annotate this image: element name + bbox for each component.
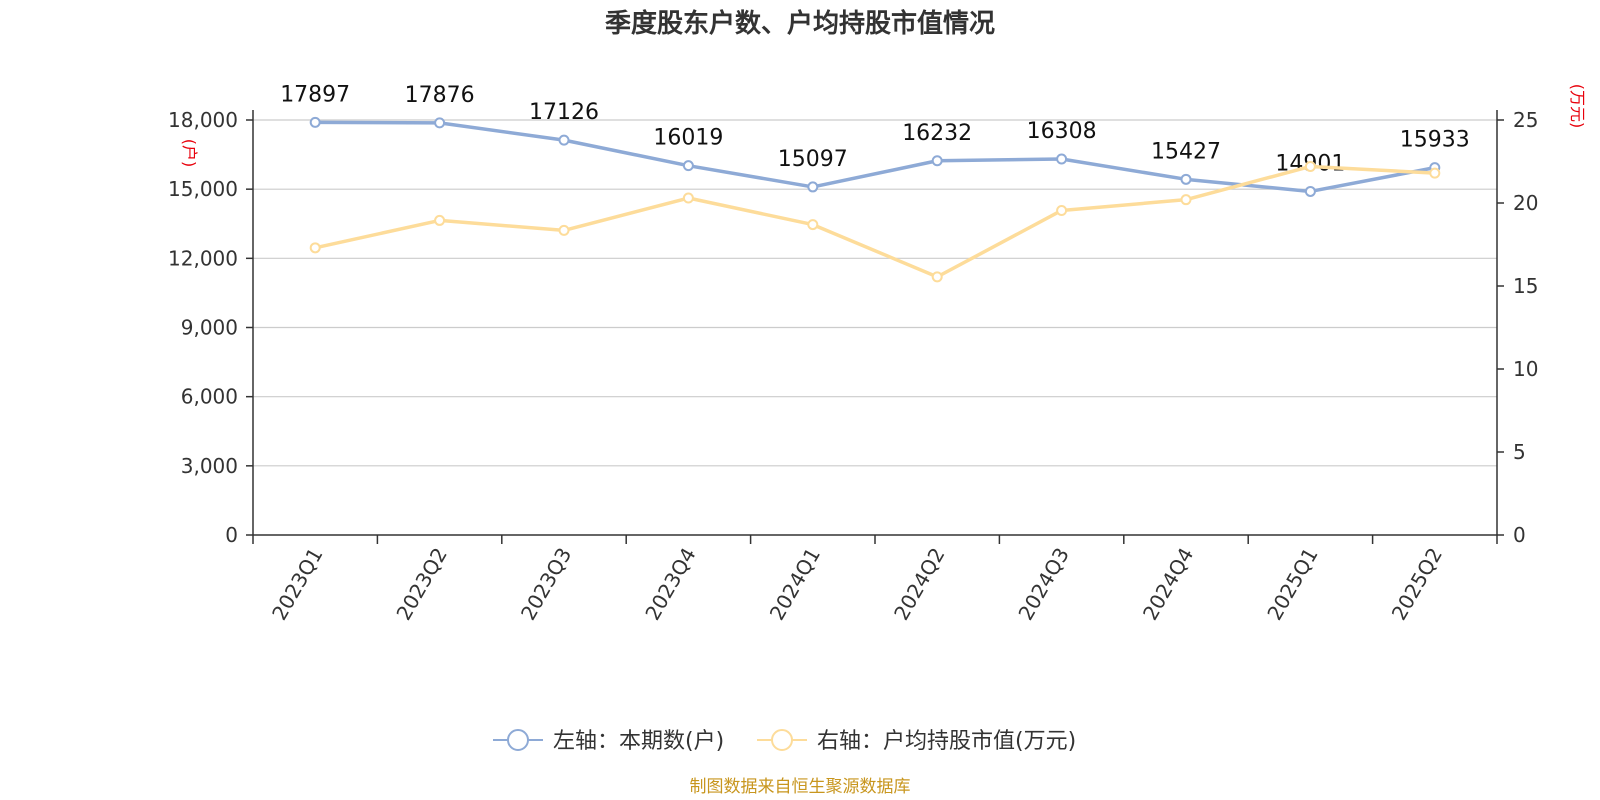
- right-axis-tick-label: 5: [1513, 440, 1526, 464]
- series-line-0: [315, 120, 1436, 194]
- legend-right-marker: [771, 729, 793, 751]
- x-axis-tick-label: 2023Q4: [640, 544, 700, 625]
- left-axis-tick-label: 15,000: [168, 177, 238, 201]
- data-point-1: [807, 219, 819, 231]
- legend-item-right[interactable]: 右轴：户均持股市值(万元): [757, 729, 1076, 754]
- x-axis-tick-label: 2024Q3: [1013, 544, 1073, 625]
- data-label: 17897: [280, 82, 350, 107]
- data-point-1: [1056, 204, 1068, 216]
- x-axis-tick-label: 2025Q1: [1262, 544, 1322, 625]
- data-point-0: [1056, 153, 1068, 165]
- legend-item-left[interactable]: 左轴：本期数(户): [493, 729, 724, 754]
- data-point-0: [1180, 173, 1192, 185]
- x-axis-tick-label: 2023Q2: [391, 544, 451, 625]
- data-point-1: [1180, 194, 1192, 206]
- left-axis-unit: (户): [180, 139, 199, 168]
- left-axis-tick-label: 18,000: [168, 108, 238, 132]
- chart-title: 季度股东户数、户均持股市值情况: [605, 8, 995, 39]
- data-point-1: [558, 224, 570, 236]
- x-axis-tick-label: 2023Q1: [267, 544, 327, 625]
- data-label: 17876: [405, 83, 475, 108]
- data-point-1: [1429, 167, 1441, 179]
- data-point-0: [807, 181, 819, 193]
- left-axis-tick-label: 9,000: [181, 316, 238, 340]
- x-axis-tick-label: 2024Q2: [889, 543, 949, 624]
- data-point-0: [558, 134, 570, 146]
- x-axis-tick-label: 2024Q1: [765, 544, 825, 625]
- gridlines: [253, 119, 1497, 467]
- legend: 左轴：本期数(户) 右轴：户均持股市值(万元): [493, 729, 1076, 754]
- right-axis-tick-label: 10: [1513, 357, 1538, 381]
- data-label: 15427: [1151, 139, 1221, 164]
- left-axis-tick-label: 12,000: [168, 246, 238, 270]
- right-axis-unit: (万元): [1568, 84, 1587, 129]
- data-point-0: [434, 117, 446, 129]
- left-axis-tick-label: 0: [225, 523, 238, 547]
- data-label: 15933: [1400, 128, 1470, 153]
- data-point-1: [1304, 160, 1316, 172]
- left-axis-tick-label: 3,000: [181, 454, 238, 478]
- data-label: 15097: [778, 147, 848, 172]
- data-label: 16232: [902, 121, 972, 146]
- data-point-0: [1304, 185, 1316, 197]
- x-axis-tick-label: 2024Q4: [1138, 544, 1198, 625]
- right-axis-tick-label: 20: [1513, 191, 1538, 215]
- data-point-1: [309, 242, 321, 254]
- series-line-1: [314, 164, 1435, 279]
- right-axis-tick-label: 15: [1513, 274, 1538, 298]
- right-axis-tick-label: 0: [1513, 523, 1526, 547]
- data-label: 16019: [653, 126, 723, 151]
- data-label: 17126: [529, 100, 599, 125]
- data-point-0: [931, 155, 943, 167]
- data-source: 制图数据来自恒生聚源数据库: [690, 777, 911, 797]
- right-axis-tick-label: 25: [1513, 108, 1538, 132]
- data-point-1: [931, 271, 943, 283]
- x-axis-tick-label: 2025Q2: [1387, 544, 1447, 625]
- data-point-0: [682, 160, 694, 172]
- series-layer: 17897 17876 17126 16019 15097 16232 16308 15427…: [280, 82, 1470, 283]
- data-point-1: [434, 214, 446, 226]
- left-axis-tick-label: 6,000: [181, 385, 238, 409]
- data-point-1: [682, 192, 694, 204]
- data-label: 16308: [1027, 119, 1097, 144]
- legend-right-label: 右轴：户均持股市值(万元): [817, 729, 1076, 754]
- legend-left-marker: [507, 729, 529, 751]
- x-axis-tick-label: 2023Q3: [516, 544, 576, 625]
- legend-left-label: 左轴：本期数(户): [553, 729, 724, 754]
- data-point-0: [309, 116, 321, 128]
